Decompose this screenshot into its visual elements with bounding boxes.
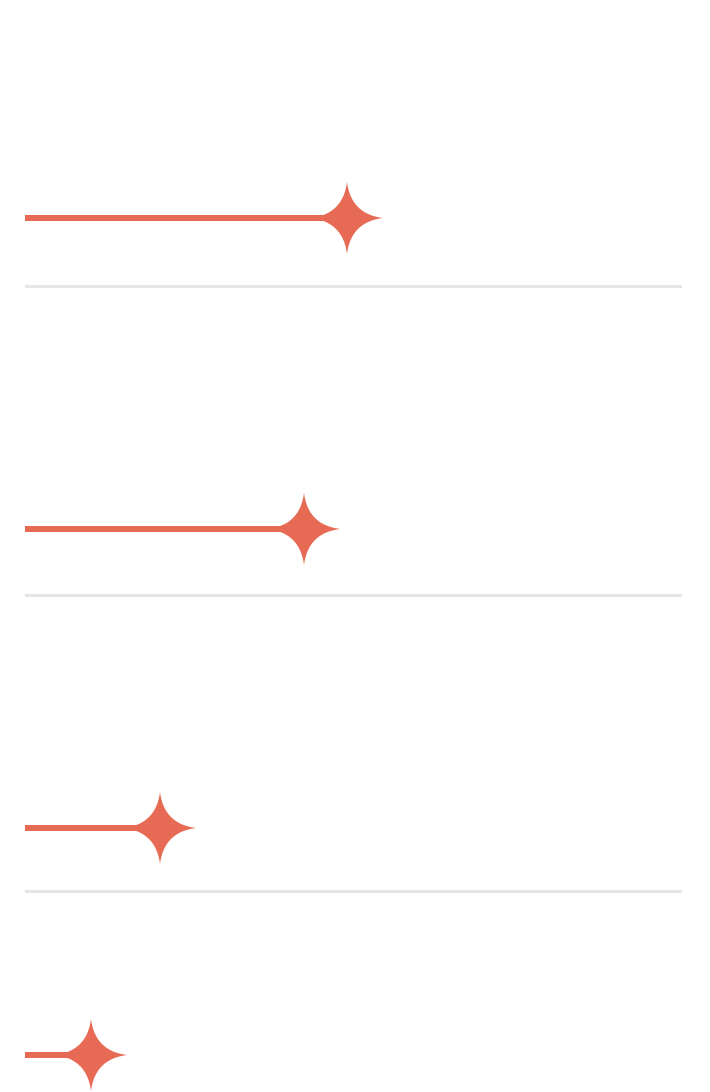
progress-track xyxy=(25,1019,682,1091)
divider xyxy=(25,890,682,893)
divider xyxy=(25,594,682,597)
progress-bar-fill xyxy=(25,215,347,221)
sparkle-star-icon xyxy=(55,1019,127,1091)
sparkle-star-icon xyxy=(124,792,196,864)
sparkle-star-icon xyxy=(268,493,340,565)
divider xyxy=(25,285,682,288)
progress-bar-fill xyxy=(25,526,304,532)
progress-track xyxy=(25,792,682,864)
sparkle-star-icon xyxy=(311,182,383,254)
progress-track xyxy=(25,182,682,254)
progress-bar-fill xyxy=(25,825,160,831)
progress-track xyxy=(25,493,682,565)
